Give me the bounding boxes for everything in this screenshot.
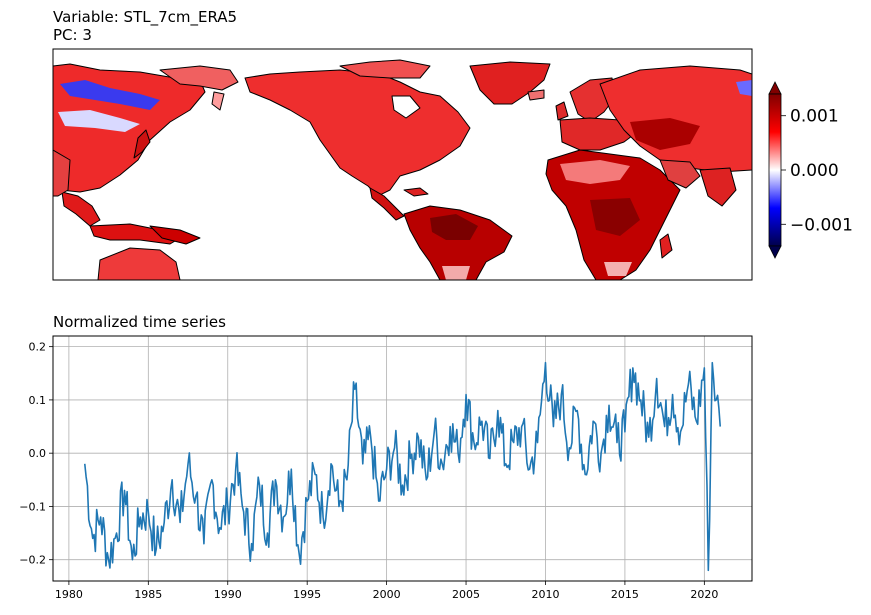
land-iceland bbox=[527, 89, 545, 101]
timeseries-plot-area bbox=[53, 336, 752, 581]
colorbar-extend-min bbox=[768, 245, 782, 259]
land-india-east bbox=[699, 167, 737, 207]
land-east-russia bbox=[159, 65, 239, 91]
land-europe bbox=[559, 117, 641, 151]
land-uk bbox=[555, 101, 569, 121]
timeseries-x-ticks: 1980 1985 1990 1995 2000 2005 2010 2015 2020 bbox=[55, 581, 718, 601]
colorbar-tick-label: 0.000 bbox=[790, 161, 839, 181]
land-new-guinea bbox=[149, 225, 201, 245]
timeseries-y-ticks: −0.2 −0.1 0.0 0.1 0.2 bbox=[19, 341, 53, 567]
land-se-asia bbox=[61, 191, 101, 227]
land-hudson-bay bbox=[391, 95, 421, 119]
y-tick-label: −0.1 bbox=[19, 500, 46, 513]
x-tick-label: 1995 bbox=[293, 588, 321, 601]
timeseries-line bbox=[83, 361, 722, 572]
y-tick-label: 0.1 bbox=[29, 394, 47, 407]
land-asia-north-blue bbox=[60, 80, 160, 110]
colorbar-ticks: 0.001 0.000 −0.001 bbox=[781, 107, 853, 235]
land-asia-band-light bbox=[58, 110, 140, 132]
land-madagascar bbox=[659, 233, 673, 259]
land-kamchatka bbox=[211, 91, 225, 111]
colorbar-tick-label: −0.001 bbox=[790, 215, 853, 235]
timeseries-grid bbox=[53, 336, 752, 581]
colorbar-gradient bbox=[768, 93, 782, 247]
colorbar: 0.001 0.000 −0.001 bbox=[768, 81, 853, 259]
land-central-america bbox=[369, 187, 405, 221]
land-australia bbox=[97, 247, 181, 280]
x-tick-label: 1980 bbox=[55, 588, 83, 601]
x-tick-label: 2015 bbox=[611, 588, 639, 601]
colorbar-extend-max bbox=[768, 81, 782, 95]
x-tick-label: 2005 bbox=[452, 588, 480, 601]
land-japan bbox=[133, 129, 151, 159]
map-title-variable: Variable: STL_7cm_ERA5 bbox=[53, 8, 238, 26]
land-east-asia-blue bbox=[736, 80, 752, 96]
chart-title: Normalized time series bbox=[53, 313, 226, 331]
land-amazon-dark bbox=[430, 214, 478, 240]
land-central-asia-dark bbox=[630, 118, 700, 150]
x-tick-label: 1990 bbox=[214, 588, 242, 601]
land-india bbox=[53, 149, 71, 197]
land-patagonia-light bbox=[442, 266, 470, 280]
y-tick-label: −0.2 bbox=[19, 554, 46, 567]
timeseries-frame bbox=[52, 335, 753, 582]
land-arabia bbox=[659, 159, 701, 189]
land-indonesia bbox=[89, 223, 181, 245]
x-tick-label: 2010 bbox=[531, 588, 559, 601]
x-tick-label: 2020 bbox=[690, 588, 718, 601]
land-arctic-islands bbox=[339, 59, 431, 79]
y-tick-label: 0.2 bbox=[29, 341, 47, 354]
colorbar-tick-label: 0.001 bbox=[790, 107, 839, 127]
map-panel bbox=[52, 48, 753, 281]
map-title-pc: PC: 3 bbox=[53, 26, 92, 44]
land-sahara-light bbox=[560, 160, 630, 184]
x-tick-label: 2000 bbox=[373, 588, 401, 601]
map-frame bbox=[52, 48, 753, 281]
land-central-africa-dark bbox=[590, 198, 640, 236]
timeseries-panel: 1980 1985 1990 1995 2000 2005 2010 2015 2020 −0.… bbox=[19, 335, 753, 601]
land-south-africa-light bbox=[604, 262, 632, 276]
y-tick-label: 0.0 bbox=[29, 447, 47, 460]
x-tick-label: 1985 bbox=[134, 588, 162, 601]
land-caribbean bbox=[403, 187, 429, 197]
